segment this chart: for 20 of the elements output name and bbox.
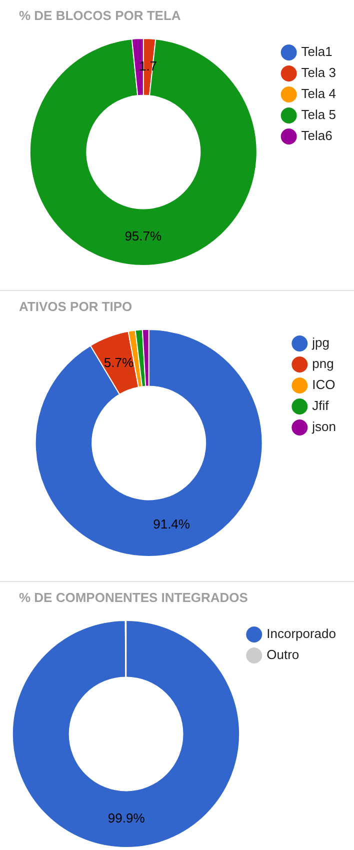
legend-label: Tela 4 [301, 86, 336, 102]
data-label: 99.9% [108, 810, 146, 826]
data-label: 95.7% [124, 228, 162, 244]
legend-label: Outro [266, 647, 300, 662]
legend-label: ICO [312, 377, 336, 392]
legend-label: Incorporado [266, 626, 336, 642]
legend-label: json [311, 419, 336, 434]
legend-label: Tela 5 [301, 107, 336, 122]
chart-title: % DE BLOCOS POR TELA [19, 8, 181, 23]
legend-label: Tela1 [301, 44, 332, 60]
data-label: 5.7% [104, 354, 134, 370]
data-label: 91.4% [153, 516, 190, 532]
legend-label: png [312, 356, 334, 372]
legend-label: Tela6 [301, 128, 332, 144]
chart-title: ATIVOS POR TIPO [19, 299, 132, 314]
legend-label: Jfif [312, 398, 330, 414]
legend-label: Tela 3 [301, 65, 336, 80]
chart-title: % DE COMPONENTES INTEGRADOS [19, 590, 248, 605]
data-label: 1.7 [138, 58, 158, 74]
legend-label: jpg [311, 335, 330, 350]
